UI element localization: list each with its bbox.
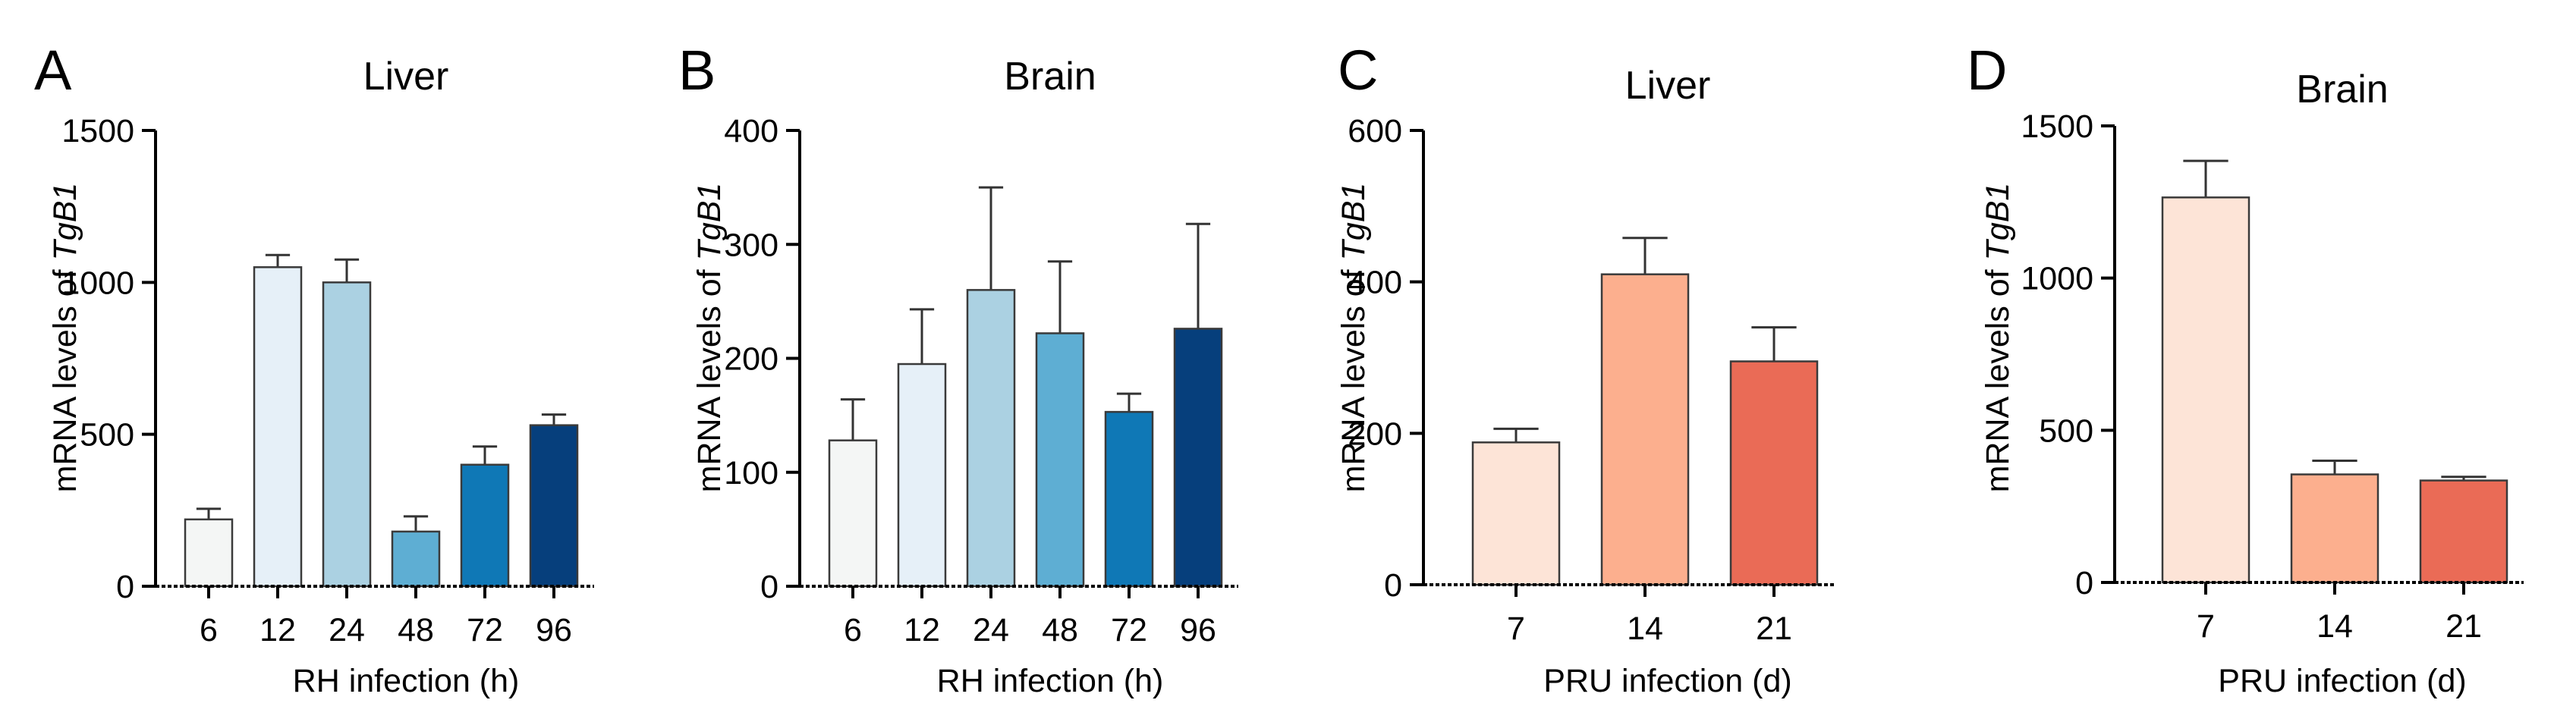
chart-title: Liver (363, 55, 449, 99)
bar (897, 363, 947, 588)
chart-d: D Brain mRNA levels of TgB1 PRU infectio… (1967, 39, 2524, 699)
y-axis-label: mRNA levels of TgB1 (691, 183, 728, 493)
x-tick-label: 24 (973, 612, 1009, 648)
y-axis-label-prefix: mRNA levels of (1980, 260, 2016, 492)
y-axis-label: mRNA levels of TgB1 (47, 183, 83, 493)
y-tick-label: 400 (724, 113, 778, 149)
y-axis-label-gene: TgB1 (691, 183, 728, 261)
x-tick-label: 7 (2197, 608, 2215, 645)
y-tick-label: 0 (760, 569, 778, 605)
y-tick-label: 500 (80, 417, 134, 454)
chart-title: Brain (1004, 55, 1096, 99)
y-tick-label: 0 (116, 569, 134, 605)
y-axis-label-prefix: mRNA levels of (47, 260, 83, 492)
bar (1729, 360, 1819, 586)
bar (828, 439, 878, 588)
x-tick-label: 7 (1507, 611, 1525, 647)
bar (1035, 332, 1085, 588)
bar (253, 266, 303, 588)
y-tick-label: 1000 (2021, 261, 2093, 297)
x-tick-label: 6 (200, 612, 218, 648)
y-tick-label: 1500 (2021, 108, 2093, 145)
bar (529, 424, 579, 588)
chart-title: Liver (1625, 64, 1711, 108)
y-tick-label: 300 (724, 227, 778, 263)
x-tick-label: 14 (1627, 611, 1663, 647)
x-axis-label: RH infection (h) (937, 663, 1164, 699)
y-tick-label: 1500 (61, 113, 134, 149)
panel-c: C Liver mRNA levels of TgB1 PRU infectio… (1288, 0, 1933, 722)
panel-label: D (1967, 39, 2007, 102)
y-axis-label-prefix: mRNA levels of (1335, 260, 1372, 492)
plot-area: 0 200 400 600 7 14 21 (1348, 113, 1834, 647)
x-tick-label: 6 (844, 612, 862, 648)
panel-label: A (34, 39, 72, 102)
y-tick-label: 0 (2075, 565, 2093, 601)
plot-area: 0 500 1000 1500 7 14 21 (2021, 108, 2524, 645)
bar (2290, 473, 2379, 584)
x-tick-label: 21 (1756, 611, 1792, 647)
y-tick-label: 200 (724, 341, 778, 378)
y-axis-label: mRNA levels of TgB1 (1980, 183, 2016, 493)
bar (1600, 273, 1690, 586)
y-tick-label: 600 (1348, 113, 1402, 149)
y-tick-label: 200 (1348, 416, 1402, 452)
x-tick-label: 96 (536, 612, 572, 648)
x-axis-label: RH infection (h) (293, 663, 520, 699)
x-tick-label: 96 (1180, 612, 1216, 648)
chart-b: B Brain mRNA levels of TgB1 RH infection… (678, 39, 1238, 699)
x-tick-label: 14 (2317, 608, 2353, 645)
x-tick-label: 72 (1111, 612, 1147, 648)
x-tick-label: 24 (329, 612, 365, 648)
y-axis-label-gene: TgB1 (1335, 183, 1372, 261)
bar (184, 518, 234, 588)
chart-a: A Liver mRNA levels of TgB1 RH infection… (34, 39, 594, 699)
bar (460, 463, 510, 588)
x-tick-label: 12 (904, 612, 940, 648)
bar (322, 281, 372, 588)
bar (2161, 196, 2250, 584)
x-tick-label: 48 (398, 612, 434, 648)
plot-area: 0 100 200 300 400 6 12 24 48 72 96 (724, 113, 1238, 648)
chart-c: C Liver mRNA levels of TgB1 PRU infectio… (1335, 39, 1834, 699)
y-tick-label: 400 (1348, 265, 1402, 301)
bar (966, 289, 1016, 588)
x-axis-label: PRU infection (d) (2218, 663, 2466, 699)
plot-area: 0 500 1000 1500 6 12 24 48 72 96 (61, 113, 594, 648)
x-tick-label: 21 (2445, 608, 2482, 645)
panel-d: D Brain mRNA levels of TgB1 PRU infectio… (1933, 0, 2576, 722)
y-tick-label: 1000 (61, 265, 134, 301)
y-axis-label: mRNA levels of TgB1 (1335, 183, 1372, 493)
y-tick-label: 100 (724, 455, 778, 491)
y-axis-label-prefix: mRNA levels of (691, 260, 728, 492)
x-axis-label: PRU infection (d) (1543, 663, 1791, 699)
panel-b: B Brain mRNA levels of TgB1 RH infection… (644, 0, 1288, 722)
chart-title: Brain (2296, 67, 2388, 111)
bar (1471, 441, 1561, 586)
x-tick-label: 48 (1042, 612, 1078, 648)
x-tick-label: 12 (259, 612, 296, 648)
x-tick-label: 72 (467, 612, 503, 648)
bar (2419, 479, 2508, 584)
y-tick-label: 500 (2039, 413, 2093, 449)
bar (1173, 328, 1223, 588)
y-tick-label: 0 (1384, 567, 1402, 604)
y-axis-label-gene: TgB1 (1980, 183, 2016, 261)
panel-label: C (1338, 39, 1378, 102)
panel-label: B (678, 39, 716, 102)
y-axis-label-gene: TgB1 (47, 183, 83, 261)
panel-a: A Liver mRNA levels of TgB1 RH infection… (0, 0, 644, 722)
bar (391, 530, 441, 588)
bar (1104, 410, 1154, 588)
